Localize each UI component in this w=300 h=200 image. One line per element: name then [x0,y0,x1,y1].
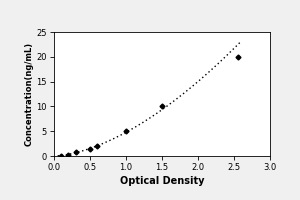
X-axis label: Optical Density: Optical Density [120,176,204,186]
Y-axis label: Concentration(ng/mL): Concentration(ng/mL) [25,42,34,146]
